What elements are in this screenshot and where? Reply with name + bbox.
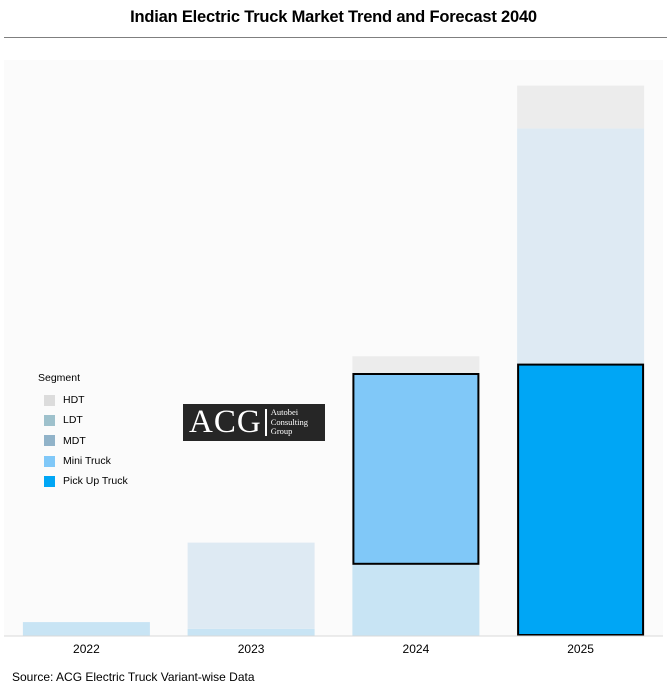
bar-pick-up-truck-2023 bbox=[187, 628, 315, 636]
legend-swatch-hdt bbox=[44, 394, 55, 406]
logo-subtitle: Autobei Consulting Group bbox=[271, 408, 308, 437]
bar-pick-up-truck-2025-highlighted bbox=[517, 363, 645, 636]
legend-item-hdt: HDT bbox=[38, 390, 128, 410]
bar-ldt-2025 bbox=[517, 128, 645, 364]
legend-items: HDT LDT MDT Mini Truck Pick Up Truck bbox=[38, 390, 128, 491]
legend-item-mini-truck: Mini Truck bbox=[38, 451, 128, 471]
bar-pick-up-truck-2022 bbox=[22, 622, 150, 636]
legend-title: Segment bbox=[38, 372, 81, 384]
bar-ldt-2023 bbox=[187, 542, 315, 629]
x-tick-labels: 2022 2023 2024 2025 bbox=[73, 642, 594, 656]
legend-label-pick-up-truck: Pick Up Truck bbox=[63, 475, 128, 488]
logo-divider bbox=[264, 409, 267, 436]
legend-label-ldt: LDT bbox=[63, 414, 83, 427]
legend-item-ldt: LDT bbox=[38, 410, 128, 430]
x-tick-label-2024: 2024 bbox=[403, 642, 430, 656]
legend-swatch-mini-truck bbox=[44, 455, 55, 467]
bar-group bbox=[22, 85, 645, 636]
logo-subtitle-line2: Consulting bbox=[270, 416, 308, 427]
legend-item-mdt: MDT bbox=[38, 431, 128, 451]
legend: Segment HDT LDT MDT Mini Truck Pick Up Truck bbox=[38, 372, 128, 491]
legend-swatch-ldt bbox=[44, 414, 55, 426]
legend-label-mini-truck: Mini Truck bbox=[63, 455, 111, 468]
legend-label-mdt: MDT bbox=[63, 434, 86, 447]
bar-pick-up-truck-2024 bbox=[352, 564, 480, 636]
legend-swatch-mdt bbox=[44, 435, 55, 447]
bar-mini-truck-2024-highlighted bbox=[352, 373, 480, 565]
legend-swatch-pick-up-truck bbox=[44, 475, 55, 487]
legend-label-hdt: HDT bbox=[63, 394, 85, 407]
logo-subtitle-line3: Group bbox=[270, 426, 293, 437]
logo-subtitle-line1: Autobei bbox=[270, 407, 299, 418]
x-tick-label-2022: 2022 bbox=[73, 642, 100, 656]
legend-item-pick-up-truck: Pick Up Truck bbox=[38, 471, 128, 491]
x-tick-label-2023: 2023 bbox=[238, 642, 265, 656]
chart-title: Indian Electric Truck Market Trend and F… bbox=[130, 8, 537, 26]
source-note: Source: ACG Electric Truck Variant-wise … bbox=[12, 670, 255, 684]
title-divider bbox=[4, 37, 667, 38]
bar-hdt-2024 bbox=[352, 356, 480, 373]
bar-hdt-2025 bbox=[517, 85, 645, 129]
acg-logo: ACG Autobei Consulting Group bbox=[183, 404, 325, 441]
logo-wordmark: ACG bbox=[189, 404, 262, 440]
x-tick-label-2025: 2025 bbox=[567, 642, 594, 656]
